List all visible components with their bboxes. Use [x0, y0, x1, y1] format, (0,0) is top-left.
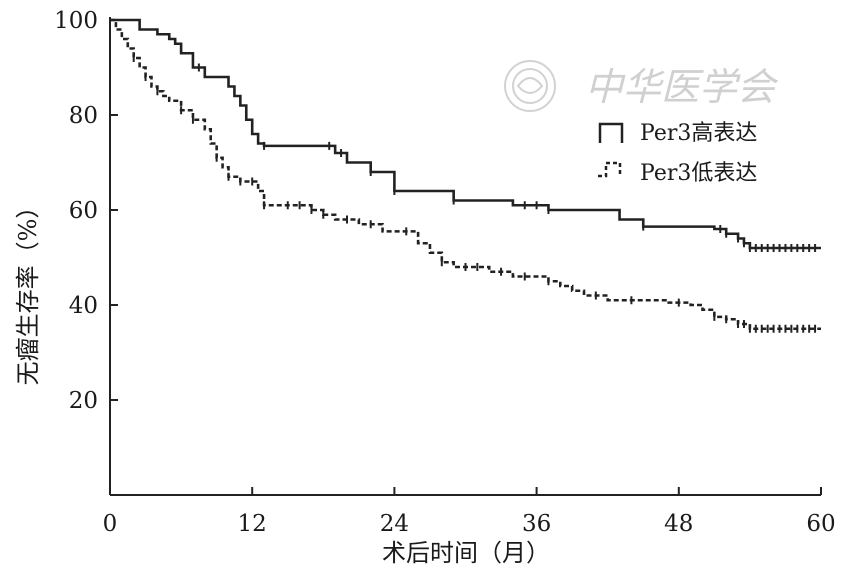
x-tick-label: 0: [103, 511, 118, 537]
y-tick-label: 80: [69, 103, 98, 129]
y-tick-label: 100: [54, 8, 98, 34]
series-line-high: [110, 18, 821, 250]
legend: Per3高表达 Per3低表达: [598, 121, 757, 186]
x-tick-label: 24: [380, 511, 409, 537]
x-tick-label: 12: [238, 511, 267, 537]
x-axis-title: 术后时间（月）: [382, 539, 550, 567]
y-axis-title: 无瘤生存率（%）: [14, 195, 42, 386]
axes: [109, 17, 821, 496]
x-tick-label: 60: [806, 511, 835, 537]
watermark-text: 中华医学会: [585, 65, 779, 109]
x-tick-label: 48: [664, 511, 693, 537]
legend-label-low: Per3低表达: [640, 161, 757, 186]
legend-swatch-dashed: [598, 161, 622, 178]
y-tick-label: 60: [69, 198, 98, 224]
watermark: 中华医学会: [504, 60, 779, 112]
y-tick-label: 40: [69, 293, 98, 319]
legend-swatch-solid: [598, 122, 624, 143]
y-tick-label: 20: [69, 388, 98, 414]
legend-label-high: Per3高表达: [640, 121, 757, 146]
watermark-seal-icon: [504, 60, 556, 112]
x-tick-label: 36: [522, 511, 551, 537]
plot-area: [110, 18, 821, 333]
ticks: 0 12 24 36 48 60 20 40 60 80 100: [54, 8, 836, 537]
